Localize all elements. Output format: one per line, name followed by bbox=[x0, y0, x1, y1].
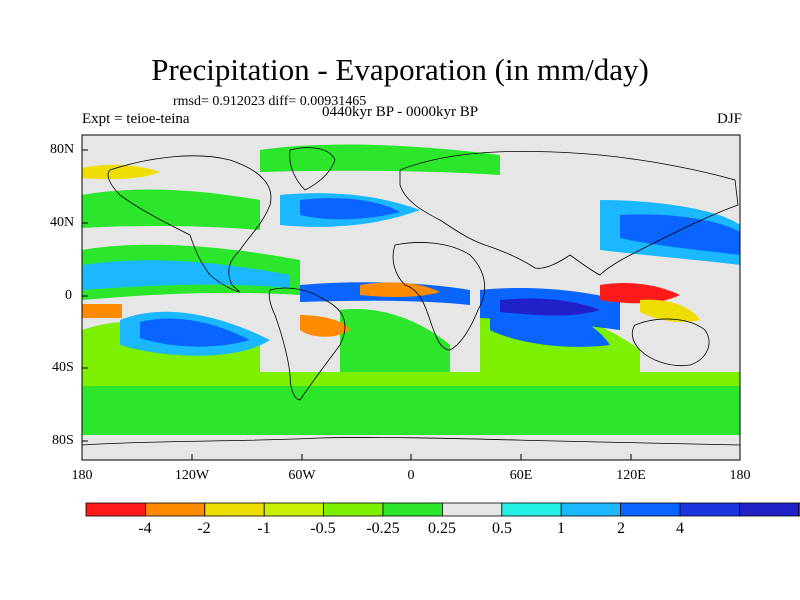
coast-south-america bbox=[268, 287, 346, 401]
pme-field bbox=[82, 135, 740, 460]
colorbar-swatch bbox=[263, 502, 325, 517]
coast-antarctica bbox=[82, 437, 740, 446]
plot-title: Precipitation - Evaporation (in mm/day) bbox=[151, 52, 649, 87]
colorbar-swatch bbox=[85, 502, 146, 517]
coast-eurasia bbox=[399, 150, 739, 276]
colorbar-swatch bbox=[620, 502, 681, 517]
ylabel-80n: 80N bbox=[50, 142, 75, 157]
rmsd-diff-text: rmsd= 0.912023 diff= 0.00931465 bbox=[173, 94, 367, 109]
colorbar-swatch bbox=[382, 502, 443, 517]
east-pacific-orange bbox=[82, 304, 122, 318]
north-yellow-patch bbox=[82, 164, 160, 180]
ylabel-80s: 80S bbox=[52, 433, 74, 448]
colorbar-label: 2 bbox=[617, 520, 625, 537]
colorbar-swatch bbox=[144, 502, 206, 517]
west-pacific-yellow bbox=[640, 299, 700, 323]
southern-ocean-band bbox=[82, 385, 740, 435]
colorbar-swatch bbox=[441, 502, 503, 517]
coast-greenland bbox=[289, 147, 336, 191]
north-pacific-blue bbox=[620, 214, 740, 255]
south-atlantic-field bbox=[340, 309, 450, 372]
xlabel-60e: 60E bbox=[509, 468, 533, 483]
coast-north-america bbox=[107, 155, 272, 293]
coast-australia bbox=[631, 318, 710, 367]
colorbar-swatch bbox=[739, 502, 800, 517]
colorbar-swatch bbox=[679, 502, 740, 517]
xlabel-60w: 60W bbox=[288, 468, 316, 483]
ylabel-0: 0 bbox=[65, 288, 72, 303]
xlabel-0: 0 bbox=[407, 468, 415, 483]
colorbar-swatch bbox=[560, 502, 622, 517]
south-america-dry bbox=[300, 315, 350, 337]
colorbar-swatch bbox=[798, 502, 800, 517]
colorbar bbox=[85, 502, 800, 517]
coastlines bbox=[82, 147, 740, 446]
season-label: DJF bbox=[716, 111, 742, 127]
axis-ticks bbox=[81, 149, 741, 460]
colorbar-label: -1 bbox=[257, 520, 271, 537]
colorbar-label: -4 bbox=[138, 520, 152, 537]
north-atlantic-blue bbox=[300, 198, 400, 220]
arctic-green bbox=[260, 144, 500, 175]
southern-ocean-band-light bbox=[82, 372, 740, 386]
colorbar-label: 0.25 bbox=[428, 520, 456, 537]
maritime-continent-red bbox=[600, 283, 680, 304]
xlabel-120w: 120W bbox=[174, 468, 210, 483]
xlabel-180w: 180 bbox=[71, 468, 93, 483]
coast-africa bbox=[392, 242, 485, 351]
colorbar-label: -0.5 bbox=[310, 520, 336, 537]
colorbar-swatch bbox=[204, 502, 265, 517]
colorbar-label: -2 bbox=[197, 520, 211, 537]
colorbar-label: 4 bbox=[676, 520, 684, 537]
colorbar-label: -0.25 bbox=[366, 520, 400, 537]
ylabel-40n: 40N bbox=[50, 215, 75, 230]
colorbar-swatch bbox=[323, 502, 384, 517]
tropical-atlantic-dry bbox=[360, 282, 440, 297]
xlabel-120e: 120E bbox=[616, 468, 646, 483]
xlabel-180e: 180 bbox=[729, 468, 751, 483]
south-pacific-blue-core bbox=[140, 318, 250, 347]
colorbar-swatch bbox=[501, 502, 562, 517]
tropical-pacific-cyan bbox=[82, 260, 290, 290]
period-label: 0440kyr BP - 0000kyr BP bbox=[322, 104, 479, 120]
colorbar-label: 0.5 bbox=[492, 520, 512, 537]
colorbar-label: 1 bbox=[557, 520, 565, 537]
experiment-label: Expt = teioe-teina bbox=[82, 111, 190, 127]
ylabel-40s: 40S bbox=[52, 360, 74, 375]
indian-ocean-deep bbox=[500, 298, 600, 316]
